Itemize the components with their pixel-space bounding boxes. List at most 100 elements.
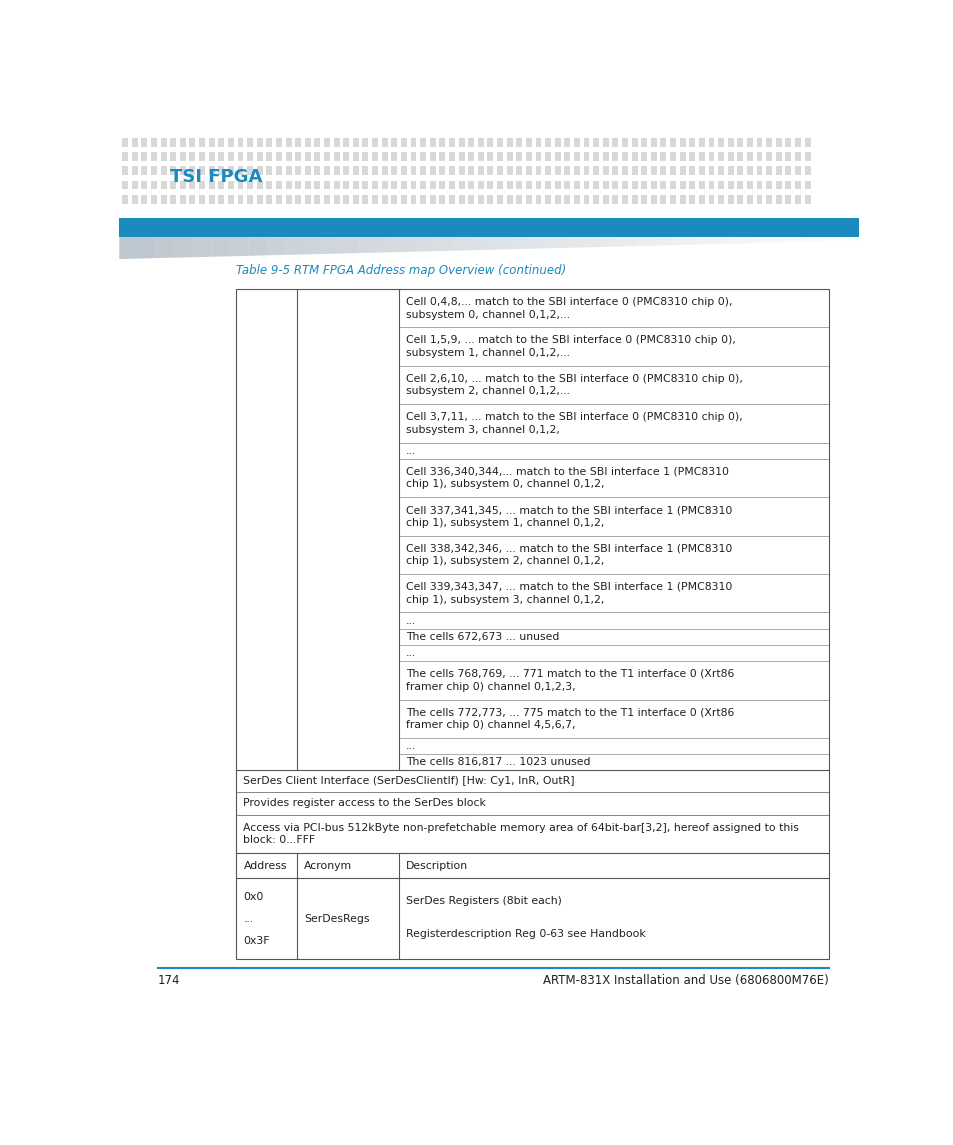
Bar (477, 195, 483, 204)
Bar (718, 166, 723, 175)
Polygon shape (193, 237, 212, 258)
Polygon shape (285, 237, 304, 255)
Bar (746, 181, 752, 189)
Bar (132, 166, 137, 175)
Bar (122, 166, 128, 175)
Bar (228, 181, 233, 189)
Polygon shape (415, 237, 433, 252)
Bar (737, 152, 742, 161)
Bar (429, 181, 436, 189)
Bar (535, 166, 541, 175)
Bar (554, 195, 560, 204)
Bar (372, 181, 377, 189)
Bar (727, 139, 733, 147)
Bar (439, 181, 445, 189)
Bar (794, 166, 801, 175)
Bar (141, 181, 147, 189)
Bar (765, 139, 771, 147)
Text: Registerdescription Reg 0-63 see Handbook: Registerdescription Reg 0-63 see Handboo… (406, 930, 645, 939)
Bar (439, 195, 445, 204)
Bar (650, 195, 656, 204)
Polygon shape (580, 237, 599, 247)
Bar (737, 139, 742, 147)
Bar (294, 139, 301, 147)
Bar (516, 152, 521, 161)
Polygon shape (396, 237, 415, 252)
Polygon shape (433, 237, 452, 251)
Bar (141, 166, 147, 175)
Bar (334, 181, 339, 189)
Bar (544, 139, 551, 147)
Polygon shape (673, 237, 692, 245)
Bar (160, 166, 167, 175)
Bar (256, 195, 262, 204)
Bar (659, 152, 666, 161)
Bar (487, 195, 493, 204)
Polygon shape (174, 237, 193, 258)
Bar (400, 166, 406, 175)
Bar (794, 195, 801, 204)
Bar (583, 166, 589, 175)
Bar (468, 195, 474, 204)
Bar (209, 152, 214, 161)
Bar (699, 166, 704, 175)
Bar (419, 195, 426, 204)
Bar (583, 181, 589, 189)
Bar (640, 195, 646, 204)
Bar (650, 181, 656, 189)
Bar (180, 152, 186, 161)
Bar (640, 152, 646, 161)
Text: Cell 0,4,8,... match to the SBI interface 0 (PMC8310 chip 0),
subsystem 0, chann: Cell 0,4,8,... match to the SBI interfac… (406, 297, 732, 319)
Bar (487, 139, 493, 147)
Bar (218, 181, 224, 189)
Text: ARTM-831X Installation and Use (6806800M76E): ARTM-831X Installation and Use (6806800M… (542, 973, 828, 987)
Bar (727, 152, 733, 161)
Polygon shape (137, 237, 156, 259)
Bar (180, 166, 186, 175)
Bar (564, 181, 570, 189)
Bar (237, 166, 243, 175)
Bar (256, 166, 262, 175)
Bar (612, 195, 618, 204)
Bar (209, 166, 214, 175)
Text: Table 9-5 RTM FPGA Address map Overview (continued): Table 9-5 RTM FPGA Address map Overview … (235, 263, 566, 277)
Bar (535, 139, 541, 147)
Bar (170, 166, 176, 175)
Bar (468, 166, 474, 175)
Bar (574, 166, 579, 175)
Bar (775, 195, 781, 204)
Polygon shape (783, 237, 802, 243)
Text: ...: ... (243, 914, 253, 924)
Bar (803, 139, 810, 147)
Bar (410, 181, 416, 189)
Bar (190, 166, 195, 175)
Polygon shape (747, 237, 765, 244)
Bar (458, 166, 464, 175)
Bar (256, 139, 262, 147)
Bar (372, 152, 377, 161)
Bar (190, 195, 195, 204)
Bar (228, 195, 233, 204)
Polygon shape (212, 237, 230, 256)
Bar (535, 181, 541, 189)
Bar (765, 181, 771, 189)
Polygon shape (710, 237, 728, 244)
Bar (170, 139, 176, 147)
Bar (659, 181, 666, 189)
Bar (132, 181, 137, 189)
Bar (237, 195, 243, 204)
Bar (343, 166, 349, 175)
Bar (235, 289, 828, 960)
Bar (170, 195, 176, 204)
Bar (122, 181, 128, 189)
Bar (209, 195, 214, 204)
Bar (699, 195, 704, 204)
Bar (429, 195, 436, 204)
Bar (593, 181, 598, 189)
Polygon shape (692, 237, 710, 245)
Text: Cell 2,6,10, ... match to the SBI interface 0 (PMC8310 chip 0),
subsystem 2, cha: Cell 2,6,10, ... match to the SBI interf… (406, 373, 742, 396)
Polygon shape (470, 237, 488, 251)
Bar (190, 181, 195, 189)
Bar (119, 218, 858, 237)
Bar (765, 152, 771, 161)
